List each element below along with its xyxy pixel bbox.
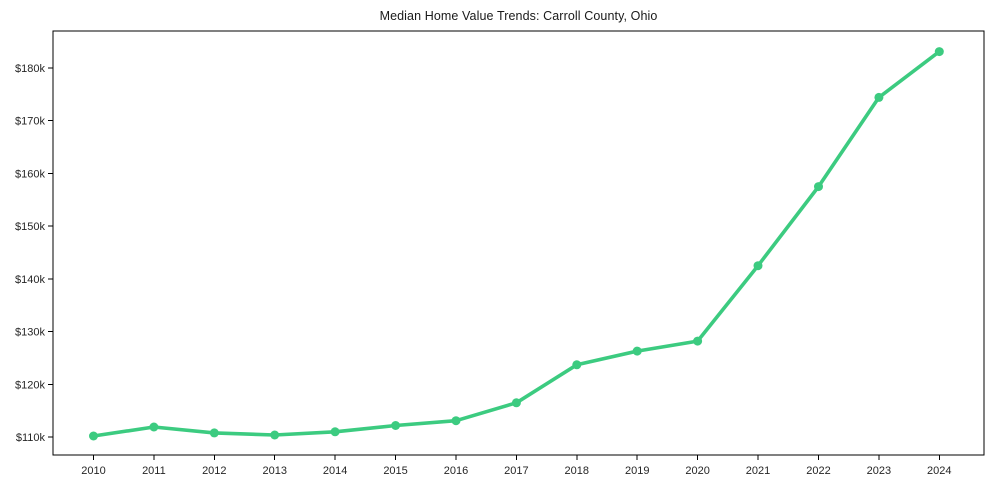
data-point-2016 (451, 416, 461, 426)
y-tick-label: $140k (15, 274, 45, 286)
trend-line (91, 49, 942, 438)
y-tick-label: $130k (15, 327, 45, 339)
data-point-2021 (753, 261, 763, 271)
data-point-2020 (693, 336, 703, 346)
y-tick-label: $150k (15, 221, 45, 233)
data-point-2019 (632, 346, 642, 356)
x-tick-label: 2020 (685, 465, 709, 477)
x-tick-label: 2016 (444, 465, 468, 477)
data-point-2018 (572, 360, 582, 370)
y-tick-label: $110k (16, 432, 46, 444)
x-tick-label: 2010 (81, 465, 105, 477)
y-tick-label: $120k (15, 379, 45, 391)
data-point-2023 (874, 92, 884, 102)
x-tick-label: 2024 (927, 465, 951, 477)
x-tick-label: 2013 (262, 465, 286, 477)
data-point-2017 (511, 398, 521, 408)
y-tick-label: $160k (15, 168, 45, 180)
x-tick-label: 2017 (504, 465, 528, 477)
data-point-2013 (270, 430, 280, 440)
x-tick-label: 2011 (142, 465, 166, 477)
data-point-2011 (149, 422, 159, 432)
plot-border (52, 30, 985, 456)
x-tick-label: 2019 (625, 465, 649, 477)
x-tick-label: 2022 (806, 465, 830, 477)
data-point-2015 (391, 421, 401, 430)
x-tick-label: 2014 (323, 465, 347, 477)
data-point-2022 (814, 182, 823, 192)
chart-title: Median Home Value Trends: Carroll County… (379, 9, 658, 23)
x-tick-label: 2015 (383, 465, 407, 477)
x-tick-label: 2021 (746, 465, 770, 477)
x-tick-label: 2012 (202, 465, 226, 477)
data-point-2012 (209, 428, 219, 438)
x-tick-label: 2018 (565, 465, 589, 477)
data-point-2014 (330, 427, 340, 437)
y-tick-label: $180k (15, 63, 45, 75)
x-tick-label: 2023 (867, 465, 891, 477)
data-point-2010 (89, 431, 98, 441)
data-point-2024 (934, 47, 944, 57)
y-tick-label: $170k (15, 116, 45, 128)
